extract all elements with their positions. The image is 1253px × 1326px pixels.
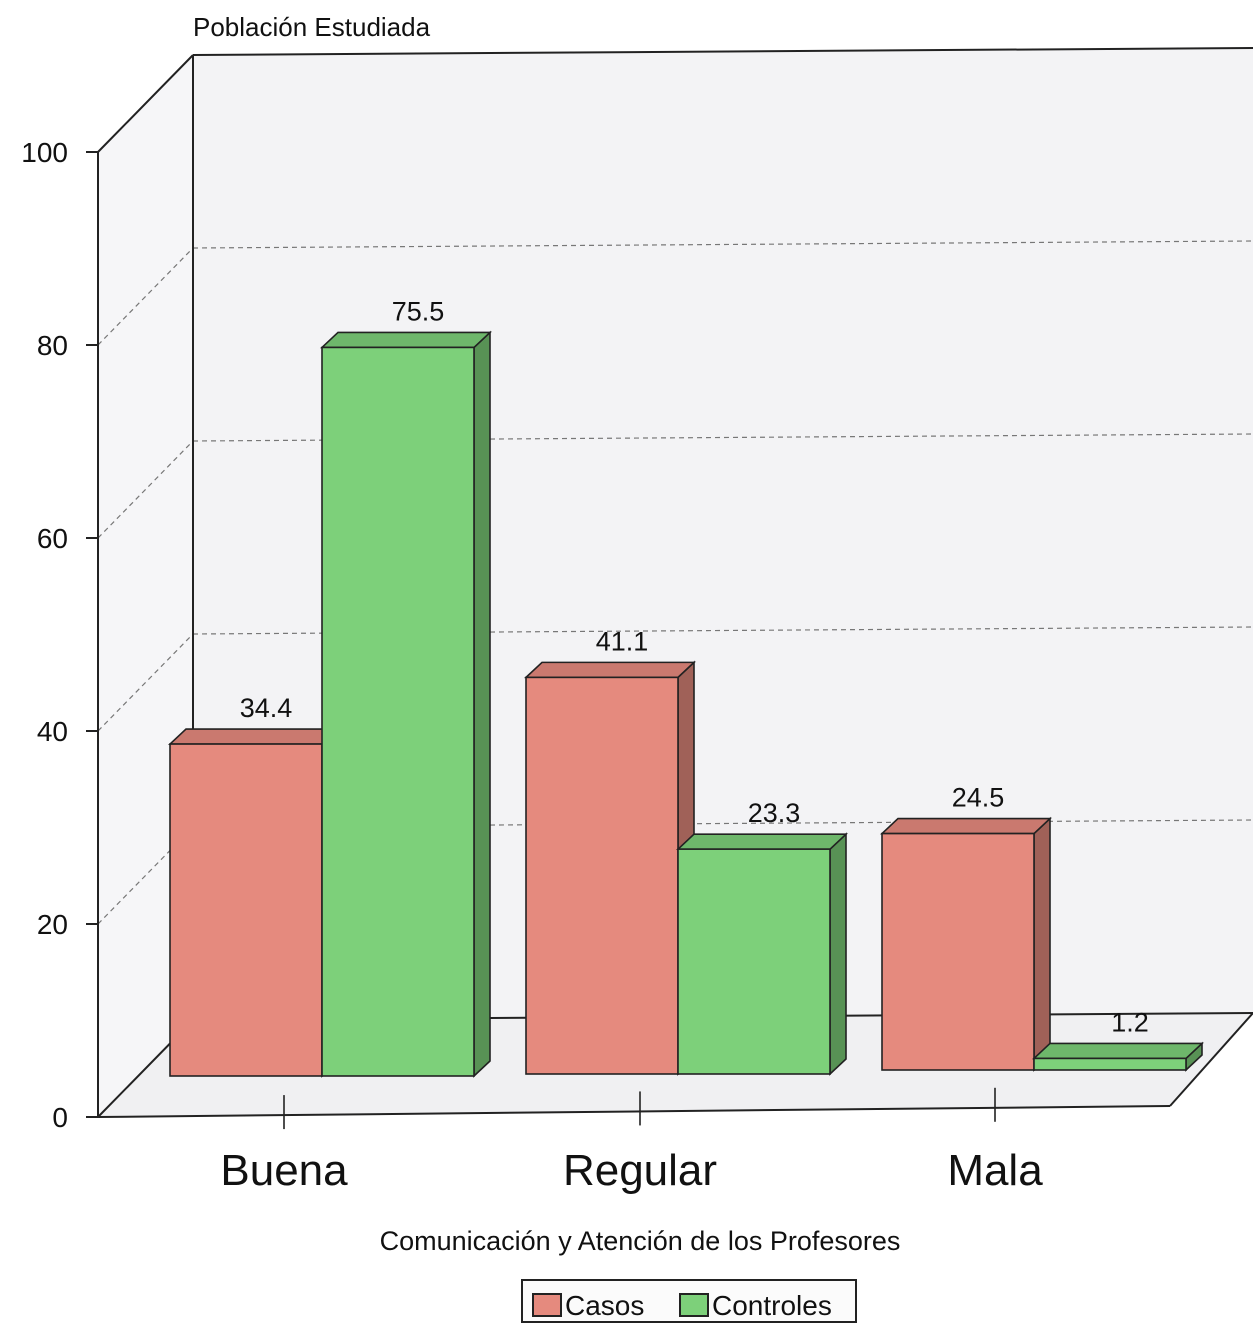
- bar-front-face: [677, 848, 831, 1075]
- bar-controles-buena: [319, 330, 493, 1078]
- gridline-left-wall: [97, 826, 194, 925]
- gridline-left-wall: [97, 440, 194, 539]
- back-wall-top-edge: [192, 47, 1253, 56]
- y-tick-label: 80: [37, 330, 68, 361]
- y-tick-label: 20: [37, 909, 68, 940]
- floor-right-edge: [1169, 1012, 1253, 1107]
- x-tick-label-mala: Mala: [947, 1146, 1043, 1195]
- x-axis-ticks: Buena Regular Mala: [220, 1087, 1043, 1195]
- bar-front-face: [881, 832, 1035, 1071]
- bar-top-face: [319, 331, 493, 349]
- bar-top-face: [1031, 1042, 1205, 1060]
- bar-front-face: [1033, 1057, 1187, 1071]
- bar-front-face: [321, 346, 475, 1077]
- legend-label-casos: Casos: [565, 1290, 644, 1321]
- gridline-back-wall: [192, 433, 1253, 442]
- gridline-left-wall: [97, 633, 194, 732]
- bar-top-face: [167, 728, 341, 745]
- y-axis-ticks: 0 20 40 60 80 100: [21, 137, 98, 1133]
- data-labels: 34.4 75.5 41.1 23.3 24.5 1.2: [240, 296, 1149, 1037]
- data-label-casos-buena: 34.4: [240, 693, 293, 723]
- data-label-controles-buena: 75.5: [392, 296, 445, 326]
- bar-front-face: [525, 676, 679, 1075]
- legend: Casos Controles: [521, 1279, 857, 1323]
- data-label-casos-mala: 24.5: [952, 783, 1005, 813]
- bar-side-face: [1033, 816, 1051, 1072]
- bar-top-face: [675, 833, 849, 850]
- y-tick-label: 100: [21, 137, 68, 168]
- data-label-controles-regular: 23.3: [748, 798, 801, 828]
- x-tick-label-buena: Buena: [220, 1146, 348, 1195]
- bars-group: [167, 330, 1205, 1078]
- legend-label-controles: Controles: [712, 1290, 832, 1321]
- y-tick-label: 0: [52, 1102, 68, 1133]
- y-axis-title: Población Estudiada: [193, 12, 431, 42]
- data-label-casos-regular: 41.1: [596, 626, 649, 656]
- bar-casos-mala: [879, 816, 1053, 1072]
- data-label-controles-mala: 1.2: [1111, 1007, 1149, 1037]
- gridline-back-wall: [192, 240, 1253, 249]
- left-wall-top-edge: [97, 54, 194, 153]
- bar-front-face: [169, 743, 323, 1077]
- gridline-back-wall: [192, 626, 1253, 635]
- bar-controles-regular: [675, 832, 849, 1076]
- x-axis-title: Comunicación y Atención de los Profesore…: [380, 1226, 901, 1256]
- bar-casos-buena: [167, 727, 341, 1078]
- legend-swatch-controles: [679, 1293, 709, 1317]
- bar-side-face: [473, 330, 491, 1078]
- bar-top-face: [523, 661, 697, 679]
- legend-swatch-casos: [532, 1293, 562, 1317]
- x-axis-line: [97, 1105, 1171, 1118]
- bar-controles-mala: [1031, 1041, 1205, 1072]
- gridline-left-wall: [97, 247, 194, 346]
- gridlines: [97, 240, 1253, 925]
- gridline-back-wall: [192, 819, 1253, 828]
- bar-top-face: [879, 817, 1053, 835]
- x-tick-label-regular: Regular: [563, 1146, 717, 1195]
- y-tick-label: 60: [37, 523, 68, 554]
- bar-casos-regular: [523, 660, 697, 1076]
- bar-side-face: [829, 832, 847, 1076]
- y-tick-label: 40: [37, 716, 68, 747]
